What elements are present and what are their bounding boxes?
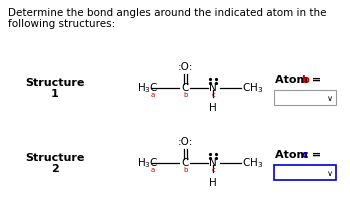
Text: =: = xyxy=(308,150,321,160)
Text: Structure: Structure xyxy=(25,153,85,163)
Text: CH$_3$: CH$_3$ xyxy=(242,156,263,170)
Text: =: = xyxy=(308,75,321,85)
Text: H$_3$C: H$_3$C xyxy=(137,156,159,170)
Text: N: N xyxy=(209,158,217,168)
Text: :O:: :O: xyxy=(177,137,193,147)
Text: H$_3$C: H$_3$C xyxy=(137,81,159,95)
Text: b: b xyxy=(184,167,188,173)
Text: N: N xyxy=(209,83,217,93)
Text: ∨: ∨ xyxy=(327,94,333,103)
Text: H: H xyxy=(209,103,217,113)
Text: a: a xyxy=(151,167,155,173)
Text: C: C xyxy=(181,83,189,93)
Text: Determine the bond angles around the indicated atom in the: Determine the bond angles around the ind… xyxy=(8,8,327,18)
Text: :O:: :O: xyxy=(177,62,193,72)
Text: c: c xyxy=(212,92,216,98)
Text: ∨: ∨ xyxy=(327,169,333,178)
FancyBboxPatch shape xyxy=(274,165,336,180)
FancyBboxPatch shape xyxy=(274,90,336,105)
Text: H: H xyxy=(209,178,217,188)
Text: c: c xyxy=(212,167,216,173)
Text: c: c xyxy=(301,150,308,160)
Text: a: a xyxy=(151,92,155,98)
Text: Structure: Structure xyxy=(25,78,85,88)
Text: b: b xyxy=(301,75,309,85)
Text: 1: 1 xyxy=(51,89,59,99)
Text: b: b xyxy=(184,92,188,98)
Text: following structures:: following structures: xyxy=(8,19,115,29)
Text: C: C xyxy=(181,158,189,168)
Text: 2: 2 xyxy=(51,164,59,174)
Text: Atom: Atom xyxy=(275,75,312,85)
Text: Atom: Atom xyxy=(275,150,312,160)
Text: CH$_3$: CH$_3$ xyxy=(242,81,263,95)
